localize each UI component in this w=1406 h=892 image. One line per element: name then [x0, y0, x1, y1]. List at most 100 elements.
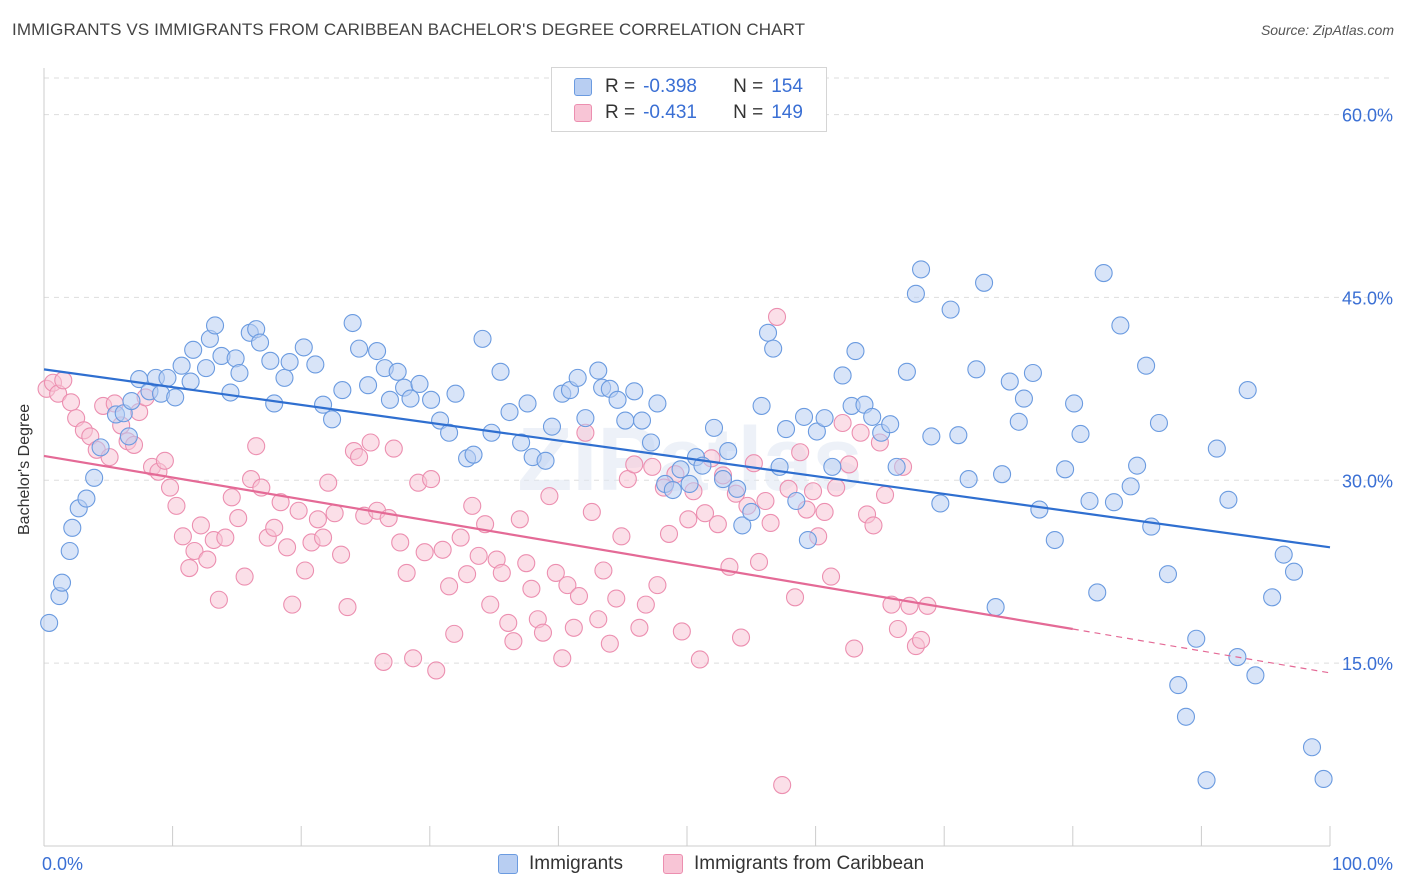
caribbean-point: [191, 516, 210, 535]
caribbean-point: [749, 552, 769, 572]
legend-item-immigrants[interactable]: Immigrants: [498, 852, 623, 876]
caribbean-point: [499, 613, 518, 632]
immigrants-point: [1088, 583, 1107, 602]
immigrants-point: [280, 352, 299, 372]
immigrants-point: [941, 300, 960, 319]
immigrants-point: [343, 313, 362, 333]
caribbean-point: [404, 649, 423, 668]
caribbean-point: [875, 485, 895, 504]
immigrants-point: [464, 445, 483, 464]
immigrants-point: [719, 441, 738, 461]
immigrants-point: [359, 376, 378, 395]
r-label: R =: [605, 76, 636, 97]
immigrants-point: [663, 480, 682, 500]
caribbean-point: [209, 590, 228, 609]
caribbean-point: [445, 624, 464, 643]
caribbean-point: [350, 448, 369, 467]
caribbean-point: [643, 457, 662, 476]
caribbean-point: [296, 561, 315, 580]
immigrants-point: [306, 355, 325, 374]
immigrants-point: [1187, 629, 1206, 648]
caribbean-point: [185, 541, 204, 561]
caribbean-point: [492, 563, 511, 582]
caribbean-point: [384, 439, 403, 458]
immigrants-point: [314, 395, 333, 414]
immigrants-point: [1030, 500, 1049, 519]
immigrants-point: [1158, 565, 1178, 584]
caribbean-point: [882, 595, 901, 614]
y-tick-label: 45.0%: [1342, 288, 1393, 308]
immigrants-point: [350, 339, 369, 358]
immigrants-point: [975, 273, 994, 292]
caribbean-point: [427, 661, 446, 680]
immigrants-point: [1111, 316, 1130, 335]
caribbean-point: [338, 598, 357, 617]
caribbean-point: [173, 527, 192, 546]
n-value: 154: [771, 76, 803, 97]
immigrants-point: [294, 338, 313, 357]
immigrants-point: [776, 420, 796, 439]
caribbean-point: [821, 567, 841, 586]
caribbean-point: [815, 502, 834, 522]
caribbean-point: [332, 545, 351, 564]
caribbean-point: [630, 618, 649, 637]
immigrants-point: [704, 418, 724, 437]
immigrants-point: [881, 415, 900, 434]
immigrants-point: [122, 391, 141, 411]
immigrants-trend-line: [43, 368, 1331, 549]
immigrants-point: [333, 381, 352, 400]
immigrants-point: [500, 402, 519, 422]
caribbean-point: [451, 528, 470, 547]
caribbean-point: [785, 588, 805, 607]
immigrants-point: [863, 407, 882, 426]
immigrants-point: [794, 407, 814, 426]
caribbean-point: [319, 473, 338, 492]
immigrants-point: [967, 360, 986, 379]
immigrants-point: [764, 339, 783, 358]
immigrants-point: [680, 474, 699, 493]
caribbean-point: [271, 493, 290, 512]
immigrants-point: [608, 390, 627, 409]
caribbean-point: [648, 576, 667, 595]
immigrants-point: [60, 541, 79, 561]
immigrants-point: [931, 494, 950, 513]
caribbean-point: [690, 650, 709, 669]
immigrants-point: [1219, 490, 1238, 509]
immigrants-point: [648, 394, 667, 413]
caribbean-point: [533, 623, 553, 642]
caribbean-point: [612, 527, 631, 546]
caribbean-point: [546, 563, 565, 582]
immigrants-point: [1014, 389, 1033, 408]
caribbean-point: [235, 567, 254, 586]
immigrants-point: [221, 383, 240, 402]
caribbean-point: [773, 775, 792, 795]
caribbean-point: [679, 510, 698, 529]
chart-title: IMMIGRANTS VS IMMIGRANTS FROM CARIBBEAN …: [12, 20, 806, 39]
immigrants-point: [265, 394, 284, 413]
caribbean-point: [517, 554, 536, 573]
caribbean-point: [589, 610, 608, 629]
immigrants-point: [1149, 413, 1169, 433]
stats-legend: R = -0.398 N = 154 R = -0.431 N = 149: [551, 67, 827, 132]
caribbean-point: [283, 595, 302, 614]
immigrants-point: [1080, 491, 1099, 511]
immigrants-point: [196, 359, 216, 378]
caribbean-swatch: [574, 104, 592, 122]
immigrants-point: [184, 340, 203, 359]
r-label: R =: [605, 102, 636, 123]
immigrants-swatch: [574, 78, 592, 96]
immigrants-point: [1065, 394, 1084, 413]
caribbean-point: [553, 649, 572, 668]
caribbean-point: [833, 413, 852, 433]
immigrants-point: [205, 316, 225, 335]
caribbean-point: [160, 478, 180, 497]
immigrants-point: [388, 362, 407, 381]
immigrants-point: [1246, 666, 1265, 685]
immigrants-point: [1104, 493, 1124, 512]
caribbean-point: [582, 502, 601, 522]
legend-item-caribbean[interactable]: Immigrants from Caribbean: [663, 852, 924, 876]
caribbean-point: [504, 632, 523, 651]
n-label: N =: [733, 76, 764, 97]
caribbean-point: [845, 639, 864, 658]
